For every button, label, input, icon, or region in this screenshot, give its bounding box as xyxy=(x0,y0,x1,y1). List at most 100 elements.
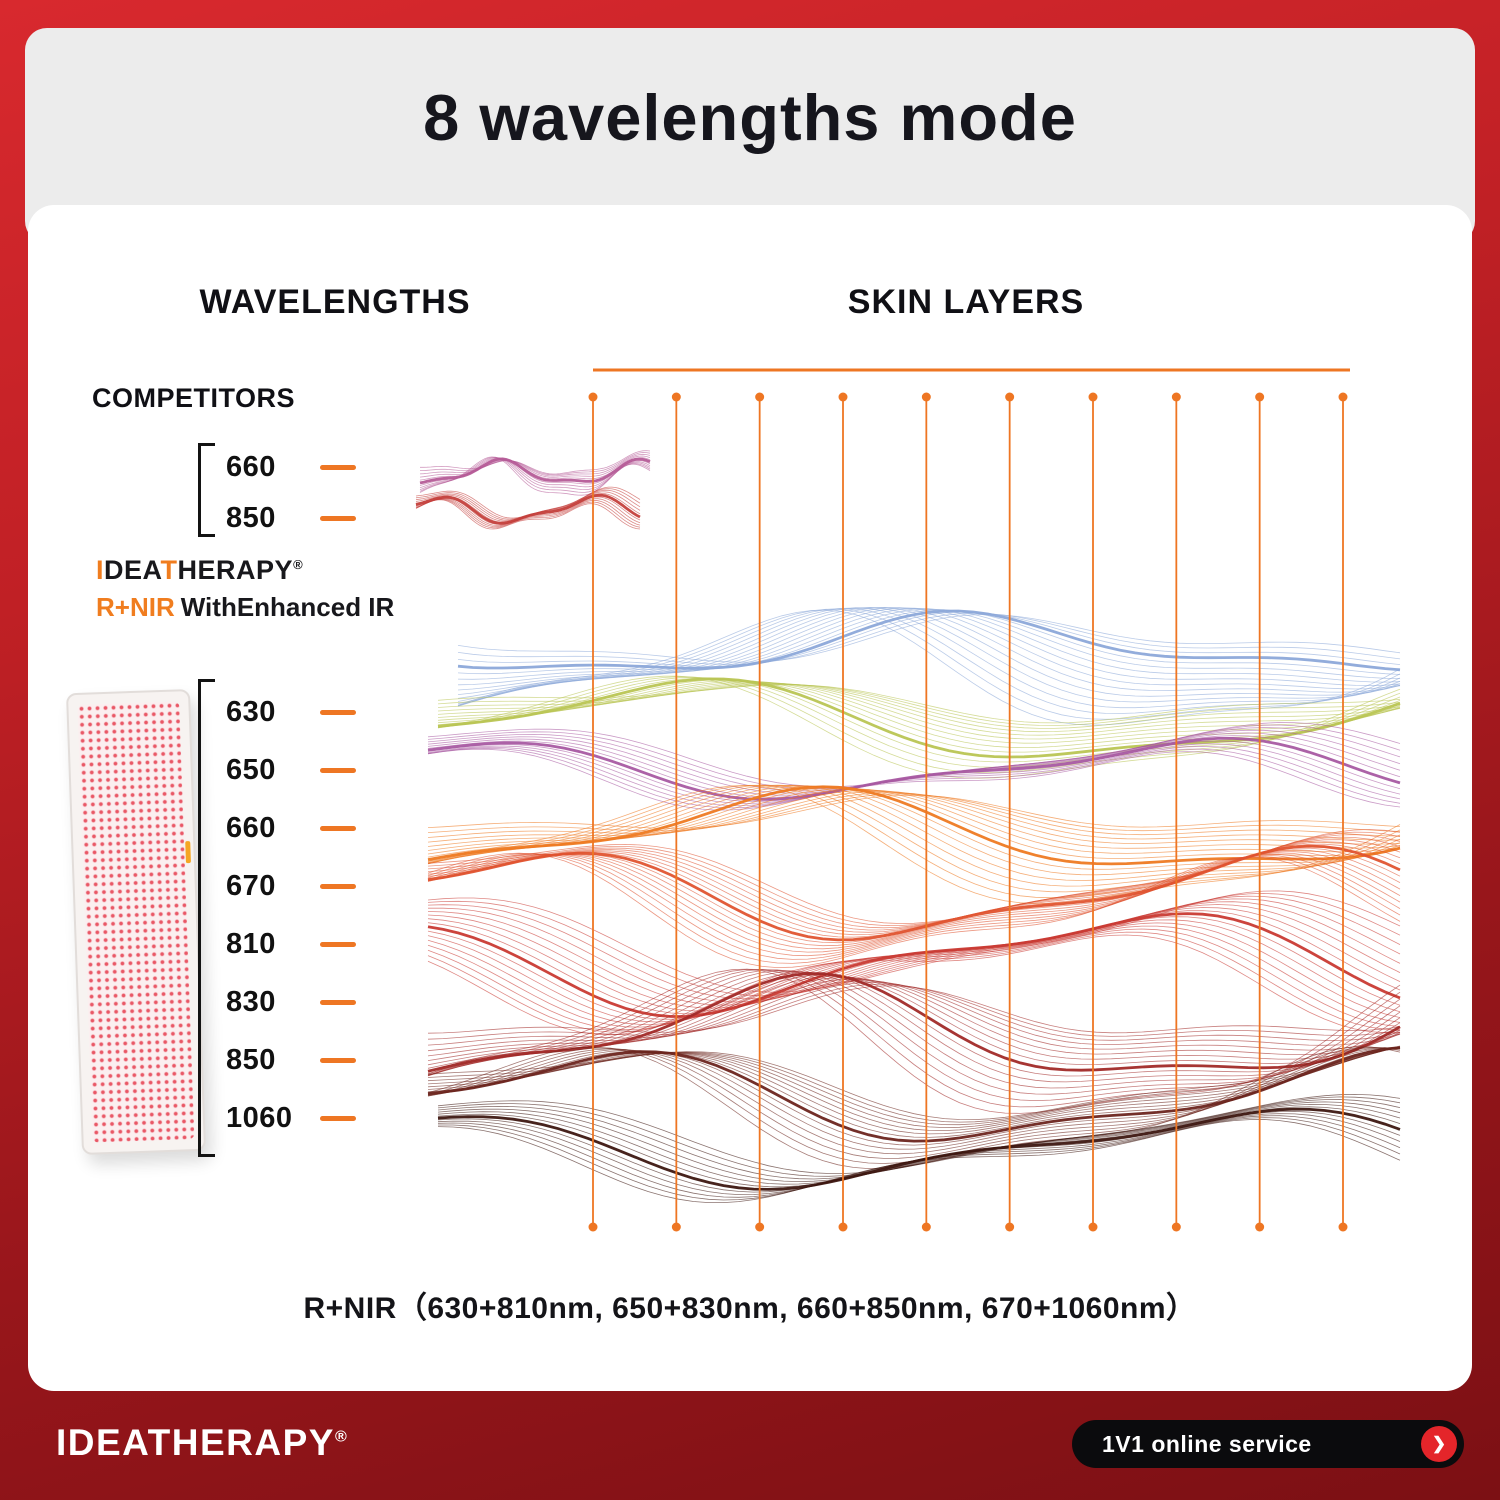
wave-line xyxy=(457,609,1401,726)
skin-layer-dot xyxy=(921,1222,931,1232)
brand-part: DEA xyxy=(104,555,161,585)
skin-layer-dot xyxy=(1255,392,1265,402)
wave-line xyxy=(457,609,1401,672)
skin-layer-dot xyxy=(755,392,765,402)
wave-line xyxy=(427,784,1401,881)
wave-line xyxy=(427,971,1401,1077)
wave-line xyxy=(427,791,1401,843)
brand-part: HERAPY xyxy=(177,555,294,585)
competitor-wavelength-row: 660 xyxy=(226,447,356,487)
wave-line xyxy=(427,892,1401,997)
wave-line xyxy=(457,612,1401,665)
brand-subtitle: R+NIR WithEnhanced IR xyxy=(96,592,394,623)
wavelength-row: 830 xyxy=(226,982,356,1022)
competitor-wavelength-value: 850 xyxy=(226,501,276,534)
wavelength-dash xyxy=(320,515,356,521)
wave-line xyxy=(427,916,1401,1020)
online-service-label: 1V1 online service xyxy=(1102,1430,1312,1457)
wave-line xyxy=(437,684,1401,724)
wave-line xyxy=(415,496,641,525)
wavelength-value: 850 xyxy=(226,1043,276,1076)
wave-line xyxy=(427,785,1401,870)
skin-layer-dot xyxy=(671,1222,681,1232)
wave-line xyxy=(427,1047,1401,1135)
brand-logo: IDEATHERAPY® xyxy=(96,555,394,586)
wavelength-row: 850 xyxy=(226,1040,356,1080)
wavelengths-bracket xyxy=(198,679,215,1157)
panel-display-led xyxy=(185,841,191,864)
wave-line xyxy=(427,931,1401,1033)
brand-part: I xyxy=(96,555,105,585)
arrow-right-icon: ❯ xyxy=(1421,1426,1457,1462)
skin-layer-dot xyxy=(1005,392,1015,402)
wavelength-value: 830 xyxy=(226,985,276,1018)
wave-line xyxy=(427,831,1401,927)
skin-layer-dot xyxy=(755,1222,765,1232)
wave-line xyxy=(457,611,1401,667)
wave-line xyxy=(427,743,1401,804)
skin-layer-dot xyxy=(838,1222,848,1232)
skin-layer-dot xyxy=(1171,1222,1181,1232)
wave-line xyxy=(415,498,641,526)
competitors-bracket xyxy=(198,443,215,537)
wavelength-dash xyxy=(320,883,356,889)
skin-layer-dot xyxy=(1338,392,1348,402)
page-title: 8 wavelengths mode xyxy=(423,81,1077,154)
wave-line xyxy=(419,453,651,477)
wave-line xyxy=(437,677,1401,763)
wave-line xyxy=(427,784,1401,893)
wave-line xyxy=(427,784,1401,899)
skin-layer-dot xyxy=(921,392,931,402)
wave-line xyxy=(437,675,1401,779)
wave-line xyxy=(437,1103,1401,1185)
combination-caption: R+NIR（630+810nm, 650+830nm, 660+850nm, 6… xyxy=(303,1292,1197,1325)
wave-line xyxy=(457,614,1401,663)
wave-line xyxy=(457,609,1401,675)
skin-layer-dot xyxy=(671,392,681,402)
wave-line xyxy=(437,1101,1401,1183)
wave-line xyxy=(427,972,1401,1073)
wave-line xyxy=(427,794,1401,829)
wave-line xyxy=(415,498,641,529)
wave-line xyxy=(437,681,1401,740)
online-service-button[interactable]: 1V1 online service ❯ xyxy=(1072,1420,1464,1468)
skin-layer-dot xyxy=(1255,1222,1265,1232)
wave-line xyxy=(427,890,1401,993)
wavelength-dash xyxy=(320,999,356,1005)
brand-subtitle-rest: WithEnhanced IR xyxy=(180,592,395,622)
wave-line xyxy=(437,679,1401,753)
brand-part: T xyxy=(160,555,178,585)
wave-line xyxy=(427,792,1401,838)
wavelength-dash xyxy=(320,825,356,831)
wave-line xyxy=(427,968,1401,1114)
wave-line xyxy=(437,680,1401,744)
wave-line xyxy=(437,1110,1401,1193)
wave-line xyxy=(427,925,1401,1028)
wave-line xyxy=(437,1096,1401,1177)
footer-registered-mark: ® xyxy=(334,1428,349,1446)
skin-layer-dot xyxy=(1171,392,1181,402)
wave-line xyxy=(427,793,1401,833)
wave-line xyxy=(438,1117,1401,1201)
skin-layer-dot xyxy=(1088,392,1098,402)
wave-line xyxy=(437,1099,1401,1180)
wave-line xyxy=(427,789,1401,847)
wave-line xyxy=(419,456,651,496)
wavelength-dash xyxy=(320,464,356,470)
wave-line xyxy=(427,852,1401,969)
wavelength-dash xyxy=(320,709,356,715)
wave-line xyxy=(427,747,1401,809)
skin-layers-heading: SKIN LAYERS xyxy=(847,283,1085,321)
wavelength-value: 810 xyxy=(226,927,276,960)
skin-layer-dot xyxy=(588,392,598,402)
wave-line xyxy=(420,452,651,476)
competitors-label: COMPETITORS xyxy=(92,383,296,413)
wave-line xyxy=(457,607,1401,705)
led-panel-image xyxy=(65,688,207,1156)
wavelength-penetration-chart xyxy=(415,368,1401,1232)
wavelength-row: 810 xyxy=(226,924,356,964)
skin-layer-dot xyxy=(838,392,848,402)
wave-line xyxy=(427,784,1401,887)
wave-line xyxy=(415,498,641,528)
wave-line xyxy=(437,676,1401,768)
